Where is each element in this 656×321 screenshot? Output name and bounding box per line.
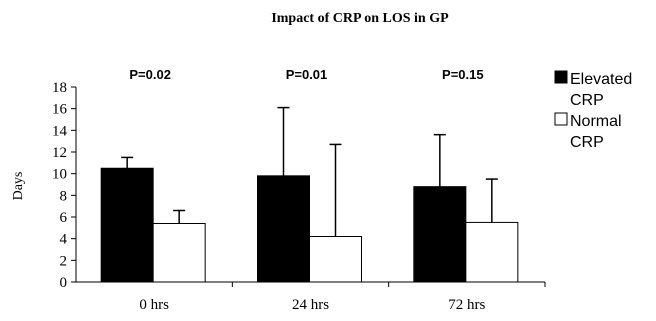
x-tick-label: 72 hrs xyxy=(448,297,485,313)
bar-normal xyxy=(309,236,362,283)
chart-title: Impact of CRP on LOS in GP xyxy=(271,11,449,26)
y-tick-label: 2 xyxy=(60,253,68,269)
legend-label: Elevated CRP xyxy=(570,71,632,109)
p-value-label: P=0.02 xyxy=(129,67,171,82)
p-value-label: P=0.15 xyxy=(442,67,484,82)
y-tick-label: 0 xyxy=(60,275,68,291)
x-tick-label: 0 hrs xyxy=(139,297,169,313)
y-tick-label: 18 xyxy=(52,80,67,96)
bars xyxy=(100,167,519,283)
bar-elevated xyxy=(257,175,310,283)
legend-swatch xyxy=(554,112,568,126)
legend: Elevated CRP Normal CRP xyxy=(554,70,632,151)
y-axis-label: Days xyxy=(11,172,26,201)
legend-label: Normal CRP xyxy=(570,113,622,151)
y-tick-label: 10 xyxy=(52,167,67,183)
y-tick-label: 8 xyxy=(60,188,68,204)
bar-elevated xyxy=(413,186,467,283)
y-tick-label: 4 xyxy=(60,232,68,248)
bar-elevated xyxy=(100,167,154,283)
x-axis: 0 hrs 24 hrs 72 hrs xyxy=(139,282,546,313)
p-value-annotations: P=0.02 P=0.01 P=0.15 xyxy=(129,67,483,82)
y-tick-label: 14 xyxy=(52,123,68,139)
legend-swatch xyxy=(554,70,568,84)
bar-normal xyxy=(152,223,206,283)
y-tick-label: 16 xyxy=(52,102,68,118)
error-bars xyxy=(121,106,498,237)
x-tick-label: 24 hrs xyxy=(292,297,329,313)
p-value-label: P=0.01 xyxy=(286,67,328,82)
y-axis: 0 2 4 6 8 10 12 14 16 18 xyxy=(52,80,76,291)
y-tick-label: 12 xyxy=(52,145,67,161)
y-tick-label: 6 xyxy=(60,210,68,226)
bar-normal xyxy=(465,221,519,283)
